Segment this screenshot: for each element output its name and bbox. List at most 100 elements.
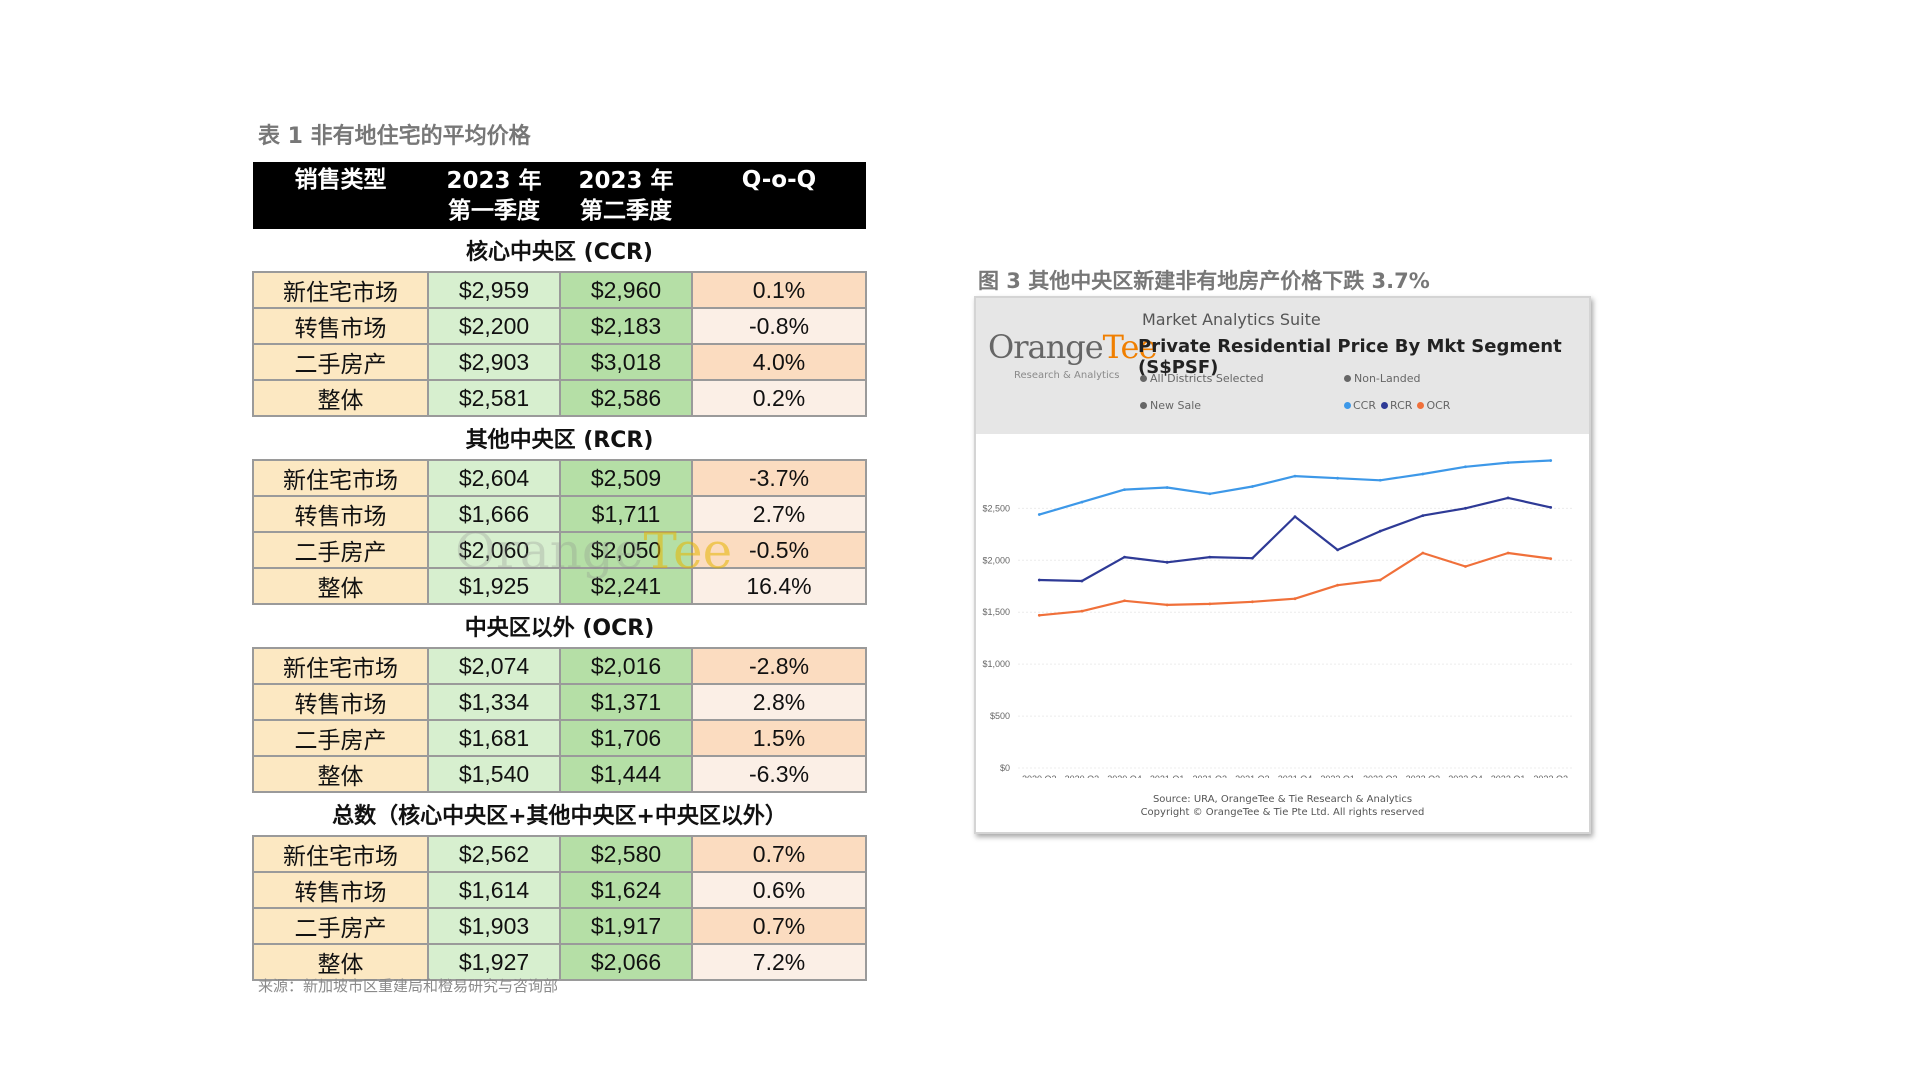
q1-price-cell: $1,540 bbox=[427, 755, 561, 793]
filter-sale-label: New Sale bbox=[1150, 399, 1202, 412]
q1-price-cell: $1,614 bbox=[427, 871, 561, 909]
data-point-ocr bbox=[1464, 565, 1467, 568]
row-label: 新住宅市场 bbox=[252, 459, 429, 497]
filter-districts: All Districts Selected bbox=[1140, 372, 1264, 385]
x-tick-label: 2022 Q1 bbox=[1320, 774, 1355, 778]
legend-label: RCR bbox=[1390, 399, 1413, 412]
filter-bullet-icon bbox=[1140, 375, 1147, 382]
legend-label: OCR bbox=[1426, 399, 1451, 412]
filter-property-type: Non-Landed bbox=[1344, 372, 1420, 385]
row-label: 二手房产 bbox=[252, 907, 429, 945]
table-row: 整体 $1,540 $1,444 -6.3% bbox=[252, 755, 867, 793]
chart-panel: Market Analytics Suite OrangeTee Researc… bbox=[974, 296, 1591, 834]
source-note: 来源：新加坡市区重建局和橙易研究与咨询部 bbox=[258, 977, 559, 995]
header-sale-type: 销售类型 bbox=[253, 162, 428, 229]
q1-price-cell: $2,903 bbox=[427, 343, 561, 381]
filter-bullet-icon bbox=[1140, 402, 1147, 409]
y-tick-label: $2,500 bbox=[982, 503, 1010, 513]
section-title: 中央区以外 (OCR) bbox=[253, 604, 866, 648]
data-point-ccr bbox=[1378, 478, 1382, 482]
row-label: 整体 bbox=[252, 943, 429, 981]
qoq-change-cell: -2.8% bbox=[691, 647, 867, 685]
data-point-rcr bbox=[1165, 560, 1169, 564]
table-body: 核心中央区 (CCR) 新住宅市场 $2,959 $2,960 0.1% 转售市场 $2,2… bbox=[252, 229, 867, 981]
line-chart: $0 $500 $1,000 $1,500 $2,000 $2,500 2020 Q2 202… bbox=[982, 459, 1572, 778]
q2-price-cell: $2,509 bbox=[559, 459, 693, 497]
q1-price-cell: $2,604 bbox=[427, 459, 561, 497]
x-tick-label: 2020 Q3 bbox=[1065, 774, 1100, 778]
qoq-change-cell: -0.8% bbox=[691, 307, 867, 345]
header-qoq: Q-o-Q bbox=[692, 162, 866, 229]
chart-caption: 图 3 其他中央区新建非有地房产价格下跌 3.7% bbox=[978, 269, 1430, 293]
q2-price-cell: $1,624 bbox=[559, 871, 693, 909]
qoq-change-cell: 0.2% bbox=[691, 379, 867, 417]
qoq-change-cell: 0.6% bbox=[691, 871, 867, 909]
row-label: 整体 bbox=[252, 567, 429, 605]
row-label: 转售市场 bbox=[252, 307, 429, 345]
qoq-change-cell: 0.1% bbox=[691, 271, 867, 309]
table-row: 新住宅市场 $2,562 $2,580 0.7% bbox=[252, 835, 867, 873]
filter-districts-label: All Districts Selected bbox=[1150, 372, 1264, 385]
table-row: 新住宅市场 $2,959 $2,960 0.1% bbox=[252, 271, 867, 309]
data-point-ocr bbox=[1080, 609, 1084, 613]
section-title: 核心中央区 (CCR) bbox=[253, 229, 866, 272]
legend-dot-icon bbox=[1417, 402, 1425, 409]
legend-dot-icon bbox=[1381, 402, 1389, 409]
data-point-rcr bbox=[1037, 578, 1041, 582]
qoq-change-cell: 4.0% bbox=[691, 343, 867, 381]
x-tick-label: 2022 Q4 bbox=[1448, 774, 1483, 778]
table-row: 二手房产 $1,681 $1,706 1.5% bbox=[252, 719, 867, 757]
x-tick-label: 2023 Q2 bbox=[1533, 774, 1568, 778]
orangetee-logo: OrangeTee bbox=[988, 328, 1158, 366]
data-point-rcr bbox=[1336, 548, 1340, 552]
y-tick-label: $2,000 bbox=[982, 555, 1010, 565]
table-caption: 表 1 非有地住宅的平均价格 bbox=[258, 124, 531, 149]
suite-label: Market Analytics Suite bbox=[1142, 310, 1321, 329]
table-row: 新住宅市场 $2,604 $2,509 -3.7% bbox=[252, 459, 867, 497]
price-table: 销售类型 2023 年 第一季度 2023 年 第二季度 Q-o-Q 核心中央区… bbox=[252, 162, 867, 981]
x-tick-label: 2020 Q2 bbox=[1022, 774, 1057, 778]
table-row: 二手房产 $2,903 $3,018 4.0% bbox=[252, 343, 867, 381]
filter-bullet-icon bbox=[1344, 375, 1351, 382]
q2-price-cell: $1,444 bbox=[559, 755, 693, 793]
data-point-ccr bbox=[1123, 488, 1126, 492]
y-tick-label: $0 bbox=[1000, 763, 1010, 773]
data-point-ocr bbox=[1506, 551, 1510, 555]
qoq-change-cell: -0.5% bbox=[691, 531, 867, 569]
q1-price-cell: $1,334 bbox=[427, 683, 561, 721]
data-point-ccr bbox=[1165, 486, 1169, 489]
data-point-ocr bbox=[1165, 603, 1169, 607]
x-tick-label: 2023 Q1 bbox=[1491, 774, 1526, 778]
section-header-row: 中央区以外 (OCR) bbox=[253, 604, 866, 648]
section-header-row: 其他中央区 (RCR) bbox=[253, 416, 866, 460]
filter-property-label: Non-Landed bbox=[1354, 372, 1421, 385]
q2-price-cell: $1,371 bbox=[559, 683, 693, 721]
legend-item: CCR bbox=[1344, 399, 1376, 412]
q2-price-cell: $2,066 bbox=[559, 943, 693, 981]
table-row: 转售市场 $1,614 $1,624 0.6% bbox=[252, 871, 867, 909]
q2-price-cell: $2,016 bbox=[559, 647, 693, 685]
header-q1-year: 2023 年 bbox=[446, 167, 542, 194]
data-point-rcr bbox=[1208, 555, 1212, 559]
section-header-row: 总数（核心中央区+其他中央区+中央区以外） bbox=[253, 792, 866, 836]
table-row: 整体 $2,581 $2,586 0.2% bbox=[252, 379, 867, 417]
table-row: 转售市场 $1,666 $1,711 2.7% bbox=[252, 495, 867, 533]
q1-price-cell: $2,074 bbox=[427, 647, 561, 685]
logo-tee: Tee bbox=[1102, 328, 1158, 366]
q2-price-cell: $1,706 bbox=[559, 719, 693, 757]
data-point-ccr bbox=[1037, 513, 1041, 516]
row-label: 转售市场 bbox=[252, 683, 429, 721]
legend-item: RCR bbox=[1381, 399, 1412, 412]
row-label: 整体 bbox=[252, 379, 429, 417]
header-q1-quarter: 第一季度 bbox=[448, 197, 540, 224]
legend-label: CCR bbox=[1353, 399, 1377, 412]
q2-price-cell: $3,018 bbox=[559, 343, 693, 381]
qoq-change-cell: 0.7% bbox=[691, 835, 867, 873]
q2-price-cell: $2,050 bbox=[559, 531, 693, 569]
q2-price-cell: $1,711 bbox=[559, 495, 693, 533]
qoq-change-cell: 16.4% bbox=[691, 567, 867, 605]
data-point-rcr bbox=[1123, 555, 1126, 559]
q2-price-cell: $2,586 bbox=[559, 379, 693, 417]
data-point-rcr bbox=[1080, 579, 1084, 583]
table-row: 整体 $1,927 $2,066 7.2% bbox=[252, 943, 867, 981]
